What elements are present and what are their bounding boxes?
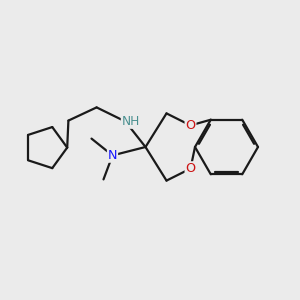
Text: N: N bbox=[108, 149, 117, 162]
Text: O: O bbox=[185, 162, 196, 175]
Text: O: O bbox=[185, 119, 196, 132]
Text: NH: NH bbox=[122, 115, 140, 128]
